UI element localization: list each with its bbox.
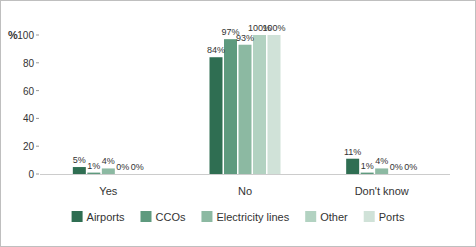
data-label: 1%	[87, 161, 100, 171]
bar	[390, 174, 403, 175]
legend-label: CCOs	[156, 211, 186, 223]
data-label: 5%	[73, 155, 86, 165]
data-label: 0%	[404, 162, 417, 172]
y-tick-label: 80	[23, 58, 35, 69]
bar	[224, 39, 237, 174]
bar	[73, 167, 86, 174]
legend-label: Other	[320, 211, 348, 223]
y-tick-label: 100	[17, 30, 34, 41]
bar	[239, 45, 252, 174]
y-tick-label: 60	[23, 86, 35, 97]
y-tick-label: 0	[28, 169, 34, 180]
legend: Airports CCOs Electricity lines Other Ports	[72, 211, 405, 223]
bar	[131, 174, 144, 175]
legend-swatch	[72, 211, 83, 222]
y-tick	[36, 174, 39, 175]
y-axis-label: %	[8, 29, 18, 41]
bar	[361, 173, 374, 174]
legend-swatch	[141, 211, 152, 222]
legend-label: Electricity lines	[216, 211, 289, 223]
data-label: 100%	[262, 23, 285, 33]
bar	[102, 168, 115, 174]
data-label: 93%	[236, 33, 254, 43]
bar	[116, 174, 129, 175]
data-label: 4%	[375, 156, 388, 166]
category-label: Don't know	[355, 185, 409, 197]
bar	[268, 35, 281, 174]
legend-label: Ports	[379, 211, 405, 223]
bars	[73, 35, 388, 174]
frame	[1, 1, 476, 247]
bar	[346, 159, 359, 174]
legend-label: Airports	[87, 211, 125, 223]
data-label: 1%	[361, 161, 374, 171]
bar	[253, 35, 266, 174]
legend-swatch	[201, 211, 212, 222]
bar	[375, 168, 388, 174]
data-label: 0%	[116, 162, 129, 172]
y-tick-label: 40	[23, 113, 35, 124]
y-tick-label: 20	[23, 141, 35, 152]
category-label: Yes	[99, 185, 117, 197]
bar	[404, 174, 417, 175]
category-label: No	[238, 185, 252, 197]
legend-swatch	[364, 211, 375, 222]
y-tick	[36, 35, 39, 36]
bar	[87, 173, 100, 174]
data-label: 0%	[390, 162, 403, 172]
data-labels: 5%1%4%0%0%84%97%93%100%100%11%1%4%0%0%	[73, 23, 417, 172]
legend-swatch	[305, 211, 316, 222]
baseline	[40, 174, 450, 175]
data-label: 0%	[131, 162, 144, 172]
data-label: 4%	[102, 156, 115, 166]
y-tick	[36, 62, 39, 63]
data-label: 84%	[207, 45, 225, 55]
y-tick	[36, 146, 39, 147]
bar	[210, 57, 223, 174]
chart: 020406080100%5%1%4%0%0%84%97%93%100%100%…	[0, 0, 476, 247]
data-label: 11%	[344, 147, 361, 157]
y-tick	[36, 90, 39, 91]
y-tick	[36, 118, 39, 119]
